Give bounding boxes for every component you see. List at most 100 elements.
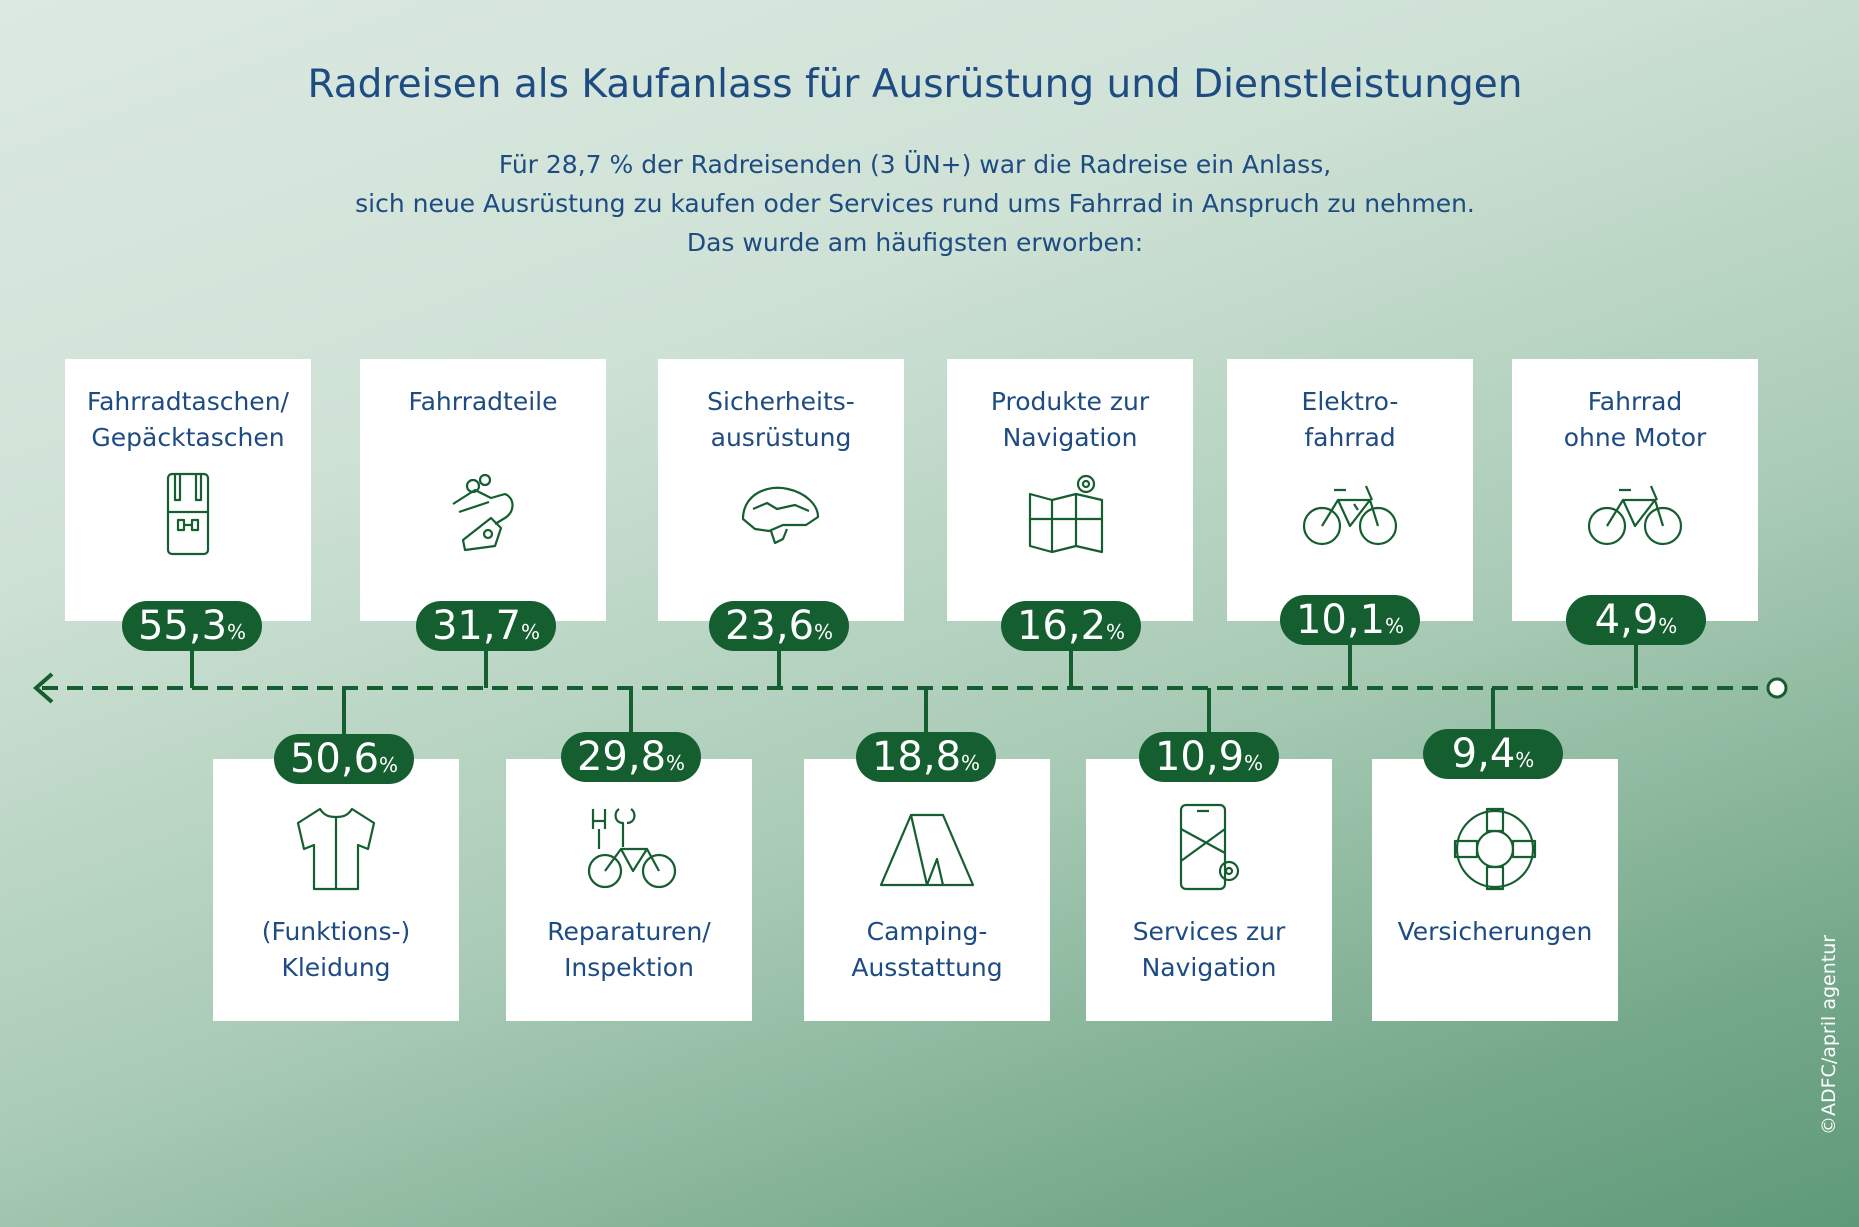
timeline-start-circle [1766,677,1788,699]
percent-sign: % [1244,751,1264,775]
percentage-value: 50,6 [289,736,380,782]
subtitle-line: Für 28,7 % der Radreisenden (3 ÜN+) war … [498,150,1332,179]
percentage-badge: 31,7% [416,601,556,651]
arrow-left-icon [32,672,54,704]
category-label-line: fahrrad [1304,423,1396,452]
category-label: Produkte zur Navigation [947,384,1193,456]
category-label-line: Kleidung [281,953,391,982]
category-card: Services zur Navigation [1086,759,1332,1021]
category-label-line: Services zur [1132,917,1286,946]
derailleur-icon [452,473,514,552]
percentage-value: 18,8 [871,734,962,780]
timeline-connector [342,688,346,759]
category-label-line: Navigation [1141,953,1277,982]
category-label-line: Fahrrad [1587,387,1683,416]
category-label-line: Navigation [1002,423,1138,452]
percentage-value: 10,1 [1295,597,1386,643]
percentage-badge: 18,8% [856,732,996,782]
subtitle-line: sich neue Ausrüstung zu kaufen oder Serv… [355,189,1475,218]
timeline-connector [1634,620,1638,688]
tent-icon [879,813,975,887]
timeline-connector [629,688,633,757]
timeline-connector [777,626,781,688]
category-card: Sicherheits- ausrüstung [658,359,904,621]
category-label: Elektro- fahrrad [1227,384,1473,456]
timeline-connector [190,626,194,688]
percentage-value: 16,2 [1016,603,1107,649]
timeline-connector [1348,620,1352,688]
repair-icon [587,808,677,889]
percentage-badge: 29,8% [561,732,701,782]
category-label-line: Ausstattung [851,953,1003,982]
percentage-badge: 10,1% [1280,595,1420,645]
category-label-line: Camping- [866,917,988,946]
percentage-badge: 9,4% [1423,729,1563,779]
timeline-connector [1207,688,1211,757]
copyright-credit: ©ADFC/april agentur [1818,934,1840,1135]
percent-sign: % [227,620,247,644]
percent-sign: % [1515,748,1535,772]
category-card: Elektro- fahrrad [1227,359,1473,621]
category-label-line: Inspektion [564,953,694,982]
category-label-line: Reparaturen/ [547,917,711,946]
category-label: Fahrradtaschen/ Gepäcktaschen [65,384,311,456]
category-card: Versicherungen [1372,759,1618,1021]
percent-sign: % [1658,614,1678,638]
category-label: Reparaturen/ Inspektion [506,914,752,986]
percentage-badge: 4,9% [1566,595,1706,645]
percentage-value: 23,6 [724,603,815,649]
timeline-connector [484,626,488,688]
percent-sign: % [961,751,981,775]
lifebuoy-icon [1453,807,1537,891]
category-card: Reparaturen/ Inspektion [506,759,752,1021]
percent-sign: % [814,620,834,644]
category-label-line: Sicherheits- [707,387,855,416]
category-label-line: Produkte zur [990,387,1150,416]
category-card: Fahrrad ohne Motor [1512,359,1758,621]
category-card: Camping- Ausstattung [804,759,1050,1021]
percentage-value: 4,9 [1594,597,1659,643]
category-card: Produkte zur Navigation [947,359,1193,621]
category-label-line: Gepäcktaschen [91,423,285,452]
bicycle-icon [1587,485,1683,546]
percentage-value: 10,9 [1154,734,1245,780]
percentage-value: 31,7 [431,603,522,649]
category-label-line: ausrüstung [710,423,852,452]
bag-icon [166,472,210,556]
percent-sign: % [666,751,686,775]
map-icon [1028,474,1104,554]
percent-sign: % [379,753,399,777]
category-label-line: Elektro- [1301,387,1399,416]
percentage-badge: 55,3% [122,601,262,651]
category-label-line: ohne Motor [1563,423,1707,452]
category-card: (Funktions-) Kleidung [213,759,459,1021]
category-label: (Funktions-) Kleidung [213,914,459,986]
ebike-icon [1302,485,1398,546]
category-label: Fahrrad ohne Motor [1512,384,1758,456]
page-title: Radreisen als Kaufanlass für Ausrüstung … [307,62,1523,107]
percentage-badge: 23,6% [709,601,849,651]
subtitle-line: Das wurde am häufigsten erworben: [686,228,1144,257]
timeline-connector [924,688,928,757]
percent-sign: % [1106,620,1126,644]
percent-sign: % [1385,614,1405,638]
percentage-badge: 50,6% [274,734,414,784]
phone-navigation-icon [1179,803,1240,891]
category-label-line: (Funktions-) [261,917,411,946]
timeline-connector [1069,626,1073,688]
category-label: Versicherungen [1372,914,1618,950]
category-label-line: Fahrradtaschen/ [87,387,289,416]
category-card: Fahrradteile [360,359,606,621]
category-label: Sicherheits- ausrüstung [658,384,904,456]
category-label: Services zur Navigation [1086,914,1332,986]
helmet-icon [741,486,820,545]
timeline-connector [1491,688,1495,754]
percentage-badge: 16,2% [1001,601,1141,651]
percentage-value: 29,8 [576,734,667,780]
percentage-value: 55,3 [137,603,228,649]
category-label-line: Fahrradteile [408,387,558,416]
category-label-line: Versicherungen [1397,917,1593,946]
percentage-badge: 10,9% [1139,732,1279,782]
category-label: Camping- Ausstattung [804,914,1050,986]
